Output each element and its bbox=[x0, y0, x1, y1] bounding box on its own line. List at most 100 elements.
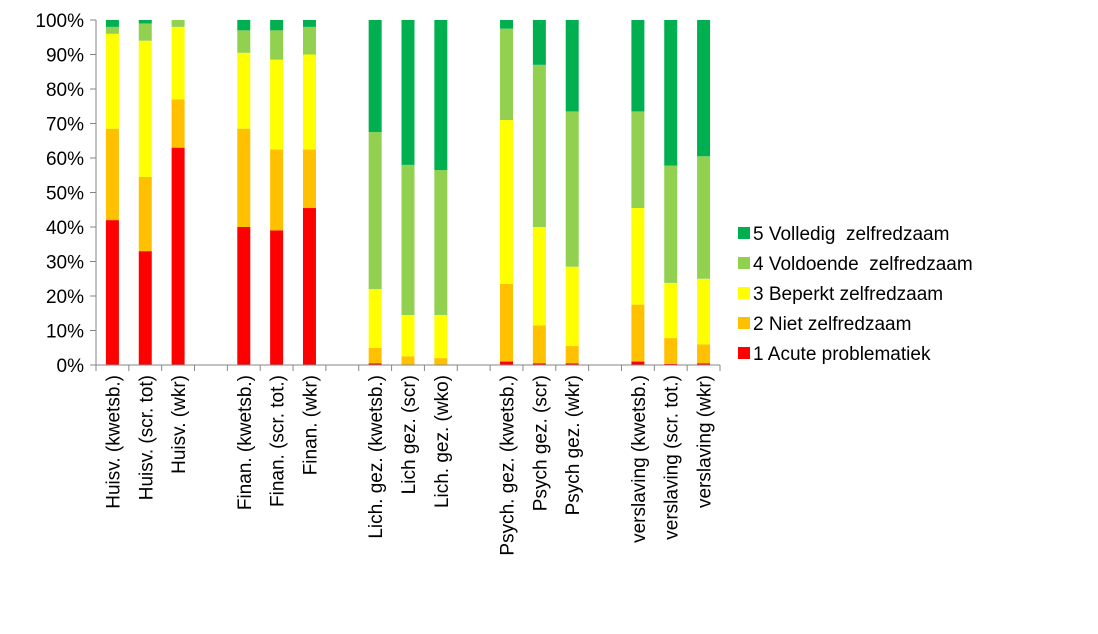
bar-segment bbox=[500, 28, 514, 121]
bar-segment bbox=[302, 54, 316, 150]
category-label: Lich. gez. (wko) bbox=[432, 375, 453, 508]
bar-segment bbox=[631, 304, 645, 362]
y-tick-label: 70% bbox=[46, 115, 84, 136]
bar-segment bbox=[138, 251, 152, 365]
bar-segment bbox=[664, 165, 678, 283]
bar-segment bbox=[532, 227, 546, 326]
bar-segment bbox=[171, 26, 185, 100]
bar-segment bbox=[434, 170, 448, 315]
category-label: Huisv. (kwetsb.) bbox=[103, 375, 124, 509]
bar-segment bbox=[500, 20, 514, 29]
bar-segment bbox=[532, 363, 546, 365]
bar-segment bbox=[697, 278, 711, 345]
bars bbox=[105, 20, 711, 365]
legend: 5 Volledig zelfredzaam 4 Voldoende zelfre… bbox=[738, 224, 973, 365]
bar-segment bbox=[302, 26, 316, 55]
category-label: Huisv. (scr. tot) bbox=[136, 375, 157, 500]
bar-segment bbox=[138, 23, 152, 41]
bar-segment bbox=[105, 26, 119, 34]
bar-segment bbox=[270, 59, 284, 150]
bar-segment bbox=[697, 363, 711, 365]
y-tick-label: 60% bbox=[46, 149, 84, 170]
bar-segment bbox=[664, 363, 678, 365]
bar-segment bbox=[434, 314, 448, 359]
bar-segment bbox=[565, 346, 579, 364]
bar-segment bbox=[664, 338, 678, 364]
bar-segment bbox=[664, 20, 678, 166]
y-tick-label: 50% bbox=[46, 184, 84, 205]
legend-swatch bbox=[738, 317, 750, 329]
bar-segment bbox=[565, 363, 579, 365]
y-tick-label: 90% bbox=[46, 46, 84, 67]
y-tick-label: 0% bbox=[57, 356, 85, 377]
bar-segment bbox=[270, 30, 284, 60]
category-label: Psych gez. (wkr) bbox=[563, 375, 584, 515]
bar-segment bbox=[237, 128, 251, 227]
category-label: verslaving (scr. tot.) bbox=[662, 375, 683, 540]
bar-segment bbox=[631, 20, 645, 112]
bar-segment bbox=[368, 289, 382, 348]
bar-segment bbox=[368, 20, 382, 133]
bar-segment bbox=[565, 111, 579, 267]
bar-segment bbox=[270, 230, 284, 365]
y-tick-label: 40% bbox=[46, 218, 84, 239]
category-label: Finan. (kwetsb.) bbox=[235, 375, 256, 510]
category-label: verslaving (kwetsb.) bbox=[629, 375, 650, 543]
bar-segment bbox=[500, 361, 514, 365]
bar-segment bbox=[532, 20, 546, 65]
bar-segment bbox=[237, 30, 251, 53]
bar-segment bbox=[302, 208, 316, 365]
bar-segment bbox=[565, 20, 579, 112]
bar-segment bbox=[434, 20, 448, 171]
bar-segment bbox=[401, 164, 415, 315]
bar-segment bbox=[105, 33, 119, 129]
category-labels: Huisv. (kwetsb.) Huisv. (scr. tot) Huisv. … bbox=[103, 375, 715, 556]
y-tick-label: 10% bbox=[46, 322, 84, 343]
bar-segment bbox=[237, 52, 251, 129]
bar-segment bbox=[138, 176, 152, 252]
bar-segment bbox=[105, 20, 119, 27]
y-tick-label: 20% bbox=[46, 287, 84, 308]
bar-segment bbox=[697, 20, 711, 157]
bar-segment bbox=[138, 20, 152, 24]
y-tick-label: 100% bbox=[35, 11, 84, 32]
legend-swatch bbox=[738, 287, 750, 299]
bar-segment bbox=[368, 347, 382, 364]
bar-segment bbox=[664, 282, 678, 339]
bar-segment bbox=[138, 40, 152, 177]
axes bbox=[95, 20, 721, 371]
bar-segment bbox=[401, 20, 415, 165]
legend-swatch bbox=[738, 257, 750, 269]
bar-segment bbox=[105, 128, 119, 221]
bar-segment bbox=[237, 227, 251, 365]
category-label: verslaving (wkr) bbox=[695, 375, 716, 508]
legend-swatch bbox=[738, 227, 750, 239]
y-axis-ticks: 0% 10% 20% 30% 40% 50% 60% 70% 80% 90% 100% bbox=[35, 11, 96, 377]
bar-segment bbox=[171, 147, 185, 365]
bar-segment bbox=[302, 20, 316, 27]
legend-swatch bbox=[738, 347, 750, 359]
legend-label: 4 Voldoende zelfredzaam bbox=[753, 254, 973, 275]
bar-segment bbox=[532, 325, 546, 364]
bar-segment bbox=[171, 99, 185, 148]
bar-segment bbox=[368, 132, 382, 290]
bar-segment bbox=[500, 283, 514, 362]
category-label: Psych gez. (scr) bbox=[530, 375, 551, 511]
bar-segment bbox=[270, 149, 284, 231]
bar-segment bbox=[434, 358, 448, 365]
bar-segment bbox=[500, 120, 514, 284]
bar-segment bbox=[565, 266, 579, 347]
bar-segment bbox=[401, 314, 415, 357]
bar-segment bbox=[237, 20, 251, 31]
legend-label: 2 Niet zelfredzaam bbox=[753, 314, 911, 335]
bar-segment bbox=[401, 356, 415, 365]
category-label: Lich. gez. (kwetsb.) bbox=[366, 375, 387, 539]
legend-label: 5 Volledig zelfredzaam bbox=[753, 224, 949, 245]
category-label: Finan. (wkr) bbox=[300, 375, 321, 475]
y-tick-label: 80% bbox=[46, 80, 84, 101]
bar-segment bbox=[697, 156, 711, 279]
category-label: Psych. gez. (kwetsb.) bbox=[498, 375, 519, 556]
legend-label: 3 Beperkt zelfredzaam bbox=[753, 284, 943, 305]
bar-segment bbox=[368, 363, 382, 365]
y-tick-label: 30% bbox=[46, 253, 84, 274]
